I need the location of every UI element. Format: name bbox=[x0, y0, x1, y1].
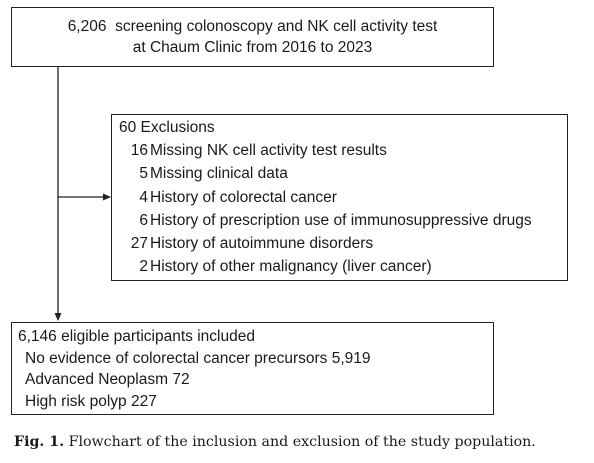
exclusion-label: Missing clinical data bbox=[150, 165, 288, 183]
screening-line-1: 6,206 screening colonoscopy and NK cell … bbox=[67, 18, 438, 35]
included-line: No evidence of colorectal cancer precurs… bbox=[25, 349, 371, 367]
exclusion-item: 16 Missing NK cell activity test results bbox=[119, 139, 567, 162]
exclusion-count: 16 bbox=[130, 142, 148, 160]
exclusion-item: 5 Missing clinical data bbox=[119, 162, 567, 185]
exclusions-title: 60 Exclusions bbox=[119, 119, 215, 136]
exclusion-label: History of other malignancy (liver cance… bbox=[150, 258, 432, 276]
exclusion-item: 2 History of other malignancy (liver canc… bbox=[119, 255, 567, 278]
exclusion-item: 27 History of autoimmune disorders bbox=[119, 232, 567, 255]
screening-population-box: 6,206 screening colonoscopy and NK cell … bbox=[11, 7, 494, 67]
exclusion-count: 2 bbox=[139, 258, 148, 276]
included-participants-box: 6,146 eligible participants included No … bbox=[11, 322, 494, 415]
exclusion-count: 6 bbox=[139, 211, 148, 229]
exclusion-label: History of autoimmune disorders bbox=[150, 235, 374, 253]
exclusion-count: 4 bbox=[139, 188, 148, 206]
exclusion-item: 6 History of prescription use of immunosu… bbox=[119, 209, 567, 232]
exclusion-label: History of colorectal cancer bbox=[150, 188, 337, 206]
included-line: High risk polyp 227 bbox=[25, 392, 157, 410]
exclusion-label: History of prescription use of immunosup… bbox=[150, 211, 532, 229]
exclusion-label: Missing NK cell activity test results bbox=[150, 142, 387, 160]
figure-label: Fig. 1. bbox=[14, 434, 65, 450]
exclusion-count: 27 bbox=[130, 235, 148, 253]
included-title: 6,146 eligible participants included bbox=[18, 328, 255, 345]
exclusion-count: 5 bbox=[139, 165, 148, 183]
included-line: Advanced Neoplasm 72 bbox=[25, 371, 190, 388]
screening-line-2: at Chaum Clinic from 2016 to 2023 bbox=[132, 39, 373, 56]
figure-caption: Fig. 1. Flowchart of the inclusion and e… bbox=[14, 434, 536, 450]
figure-caption-text: Flowchart of the inclusion and exclusion… bbox=[68, 434, 536, 450]
exclusions-box: 60 Exclusions 16 Missing NK cell activity… bbox=[111, 114, 568, 281]
exclusion-item: 4 History of colorectal cancer bbox=[119, 186, 567, 209]
